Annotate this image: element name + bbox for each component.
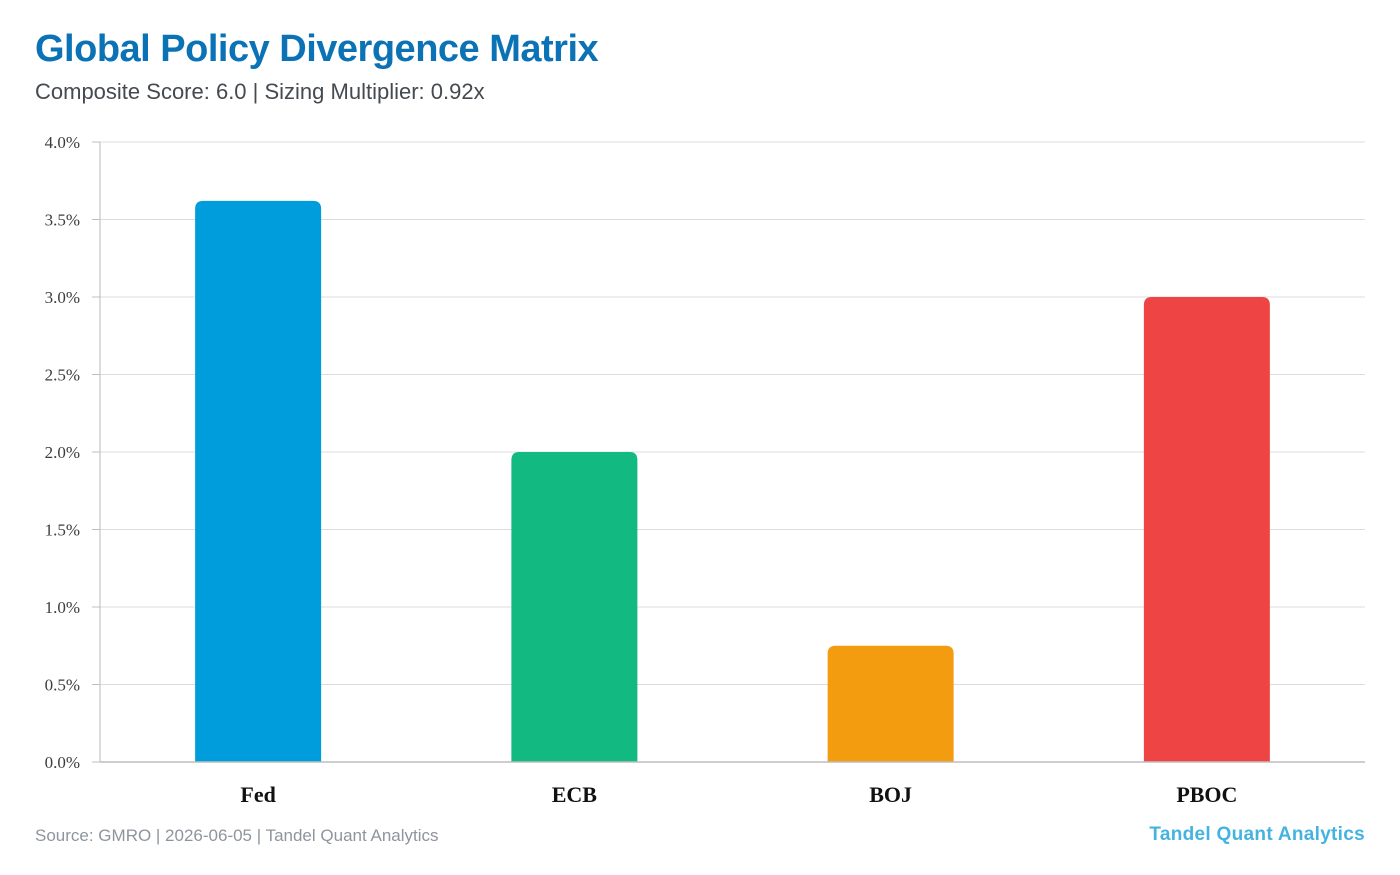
x-category-label: ECB xyxy=(552,782,598,807)
source-note: Source: GMRO | 2026-06-05 | Tandel Quant… xyxy=(35,826,439,845)
chart-subtitle: Composite Score: 6.0 | Sizing Multiplier… xyxy=(35,79,485,104)
bar-fed xyxy=(195,200,322,762)
y-tick-label: 2.5% xyxy=(45,366,80,385)
x-category-label: Fed xyxy=(240,782,275,807)
y-tick-label: 3.0% xyxy=(45,288,80,307)
x-category-label: BOJ xyxy=(869,782,912,807)
y-tick-label: 2.0% xyxy=(45,443,80,462)
brand-label: Tandel Quant Analytics xyxy=(1149,824,1365,845)
x-category-label: PBOC xyxy=(1176,782,1237,807)
chart-title: Global Policy Divergence Matrix xyxy=(35,28,599,70)
bar-chart: 0.0% 0.5% 1.0% 1.5% 2.0% 2.5% 3.0% 3.5% 4.0% Fed… xyxy=(45,133,1365,807)
y-tick-label: 1.0% xyxy=(45,598,80,617)
y-tick-label: 4.0% xyxy=(45,133,80,152)
x-category-labels: Fed ECB BOJ PBOC xyxy=(240,782,1237,807)
bars xyxy=(195,200,1270,762)
y-tick-label: 3.5% xyxy=(45,211,80,230)
bar-boj xyxy=(827,645,954,762)
bar-ecb xyxy=(511,452,638,762)
y-tick-label: 1.5% xyxy=(45,521,80,540)
y-tick-label: 0.0% xyxy=(45,753,80,772)
bar-pboc xyxy=(1143,297,1270,762)
y-tick-label: 0.5% xyxy=(45,676,80,695)
y-tick-labels: 0.0% 0.5% 1.0% 1.5% 2.0% 2.5% 3.0% 3.5% 4.0% xyxy=(45,133,100,772)
